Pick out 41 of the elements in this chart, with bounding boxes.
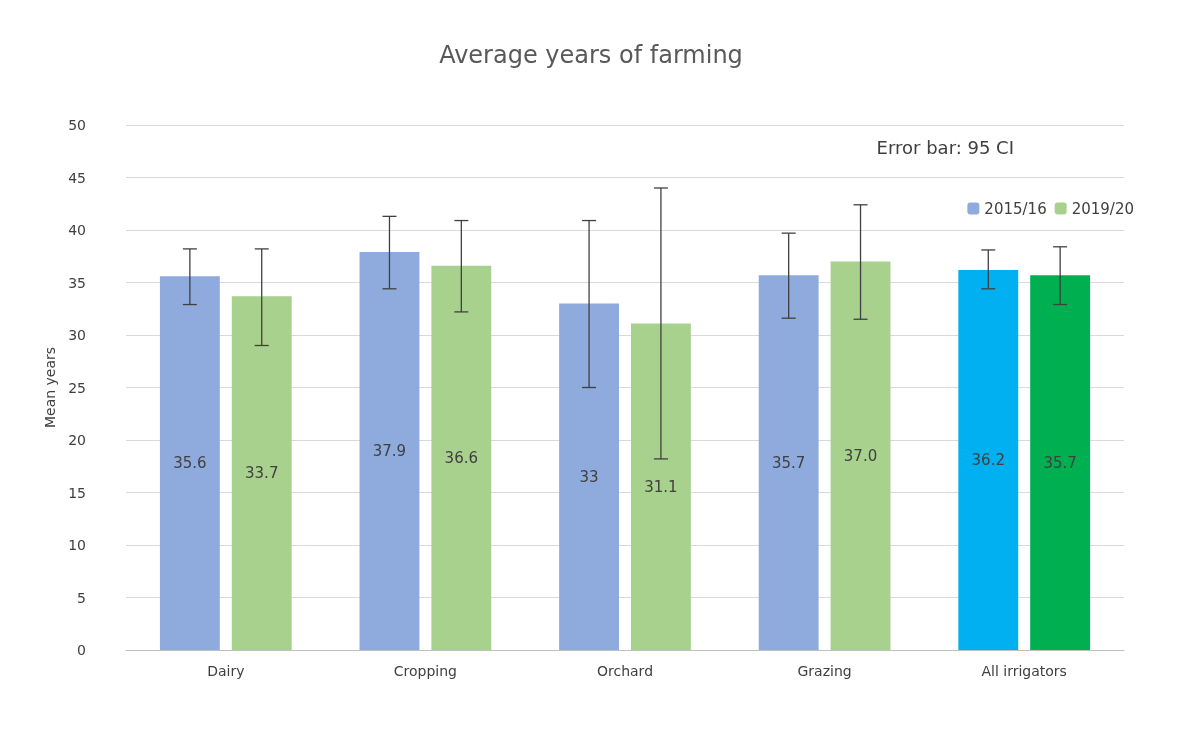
x-tick-label: Orchard [596,663,654,679]
data-label: 33 [579,467,599,486]
y-tick-label: 40 [68,222,86,238]
data-label: 36.2 [971,450,1005,469]
bar [231,296,292,650]
x-tick-label: Cropping [393,663,458,679]
bar [758,275,819,650]
data-label: 35.7 [1043,453,1077,472]
y-tick-label: 30 [68,327,86,343]
bar [159,276,220,650]
y-tick-label: 10 [68,537,86,553]
y-tick-label: 35 [68,274,86,291]
x-tick-label: Dairy [207,663,245,679]
bar [431,265,492,650]
data-label: 35.6 [173,454,207,473]
y-axis-title: Mean years [42,346,59,429]
data-label: 33.7 [245,464,279,483]
y-tick-label: 0 [77,642,86,658]
y-tick-label: 15 [68,484,86,501]
data-label: 37.0 [843,446,878,465]
x-tick-label: Grazing [797,663,852,679]
data-label: 36.6 [444,448,479,467]
y-tick-label: 25 [68,379,86,396]
y-tick-label: 5 [77,589,86,606]
data-label: 37.9 [372,442,407,461]
x-tick-label: All irrigators [981,663,1067,679]
bar [1030,275,1091,650]
y-tick-label: 20 [68,432,86,448]
y-tick-label: 45 [68,169,86,186]
data-label: 31.1 [644,477,678,496]
bar [630,323,691,650]
annotation: Error bar: 95 CI [876,136,1015,158]
bar [830,261,891,650]
data-label: 35.7 [771,453,806,472]
legend-label: 2019/20 [1071,199,1135,218]
bar [559,303,620,650]
chart-title: Average years of farming [439,41,743,69]
bar [359,252,420,650]
legend-label: 2015/16 [984,199,1047,218]
y-tick-label: 50 [68,117,86,133]
bar [958,269,1019,650]
